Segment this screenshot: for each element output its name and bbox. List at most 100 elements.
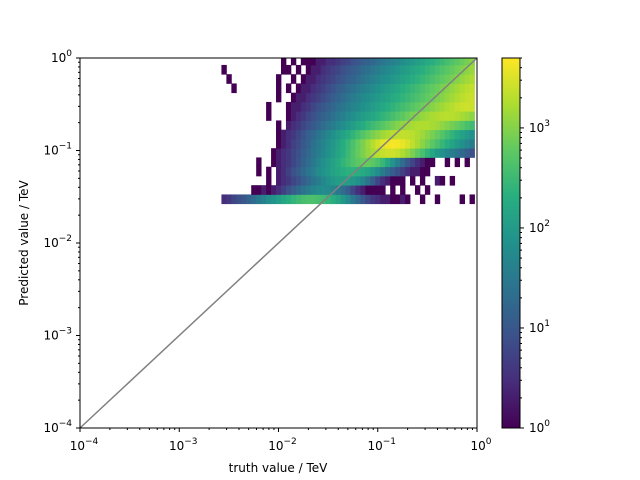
heatmap-cell — [360, 194, 366, 205]
heatmap-cell — [300, 175, 307, 186]
heatmap-cell — [295, 92, 302, 103]
heatmap-cell — [459, 83, 465, 94]
heatmap-cell — [410, 101, 416, 112]
heatmap-cell — [325, 148, 331, 158]
heatmap-cell — [449, 83, 456, 94]
heatmap-cell — [300, 101, 307, 112]
heatmap-cell — [405, 58, 411, 66]
heatmap-cell — [390, 58, 396, 66]
heatmap-cell — [385, 157, 391, 168]
heatmap-cell — [330, 101, 336, 112]
heatmap-cell — [444, 129, 451, 140]
heatmap-cell — [429, 111, 436, 121]
heatmap-cell — [454, 120, 461, 131]
heatmap-cell — [285, 166, 292, 177]
heatmap-cell — [320, 175, 327, 186]
heatmap-cell — [429, 58, 436, 66]
heatmap-cell — [256, 166, 262, 177]
heatmap-cell — [315, 185, 322, 195]
heatmap-cell — [395, 157, 401, 168]
heatmap-cell — [345, 92, 351, 103]
heatmap-cell — [295, 64, 302, 75]
heatmap-cell — [340, 175, 346, 186]
heatmap-cell — [395, 111, 401, 121]
heatmap-cell — [276, 157, 282, 168]
heatmap-cell — [434, 64, 441, 75]
heatmap-cell — [449, 101, 456, 112]
heatmap-cell — [315, 64, 322, 75]
heatmap-cell — [280, 175, 287, 186]
heatmap-cell — [400, 58, 406, 66]
heatmap-cell — [410, 74, 416, 84]
heatmap-cell — [400, 138, 406, 149]
heatmap-cell — [400, 148, 406, 158]
heatmap-cell — [290, 185, 297, 195]
heatmap-cell — [464, 111, 470, 121]
heatmap-cell — [400, 92, 406, 103]
heatmap-cell — [305, 64, 312, 75]
heatmap-cell — [271, 157, 277, 168]
heatmap-cell — [305, 58, 312, 66]
heatmap-cell — [261, 185, 267, 195]
heatmap-cell — [469, 194, 475, 205]
heatmap-cell — [370, 129, 376, 140]
heatmap-cell — [285, 194, 292, 205]
heatmap-cell — [390, 157, 396, 168]
heatmap-cell — [360, 166, 366, 177]
heatmap-cell — [360, 129, 366, 140]
heatmap-cell — [305, 138, 312, 149]
heatmap-cell — [335, 157, 341, 168]
heatmap-cell — [280, 138, 287, 149]
heatmap-cell — [315, 74, 322, 84]
heatmap-cell — [414, 64, 421, 75]
heatmap-cell — [340, 138, 346, 149]
heatmap-cell — [405, 148, 411, 158]
heatmap-cell — [410, 138, 416, 149]
heatmap-cell — [385, 175, 391, 186]
heatmap-cell — [226, 194, 232, 205]
heatmap-cell — [385, 101, 391, 112]
heatmap-cell — [405, 111, 411, 121]
heatmap-cell — [276, 74, 282, 84]
heatmap-cell — [424, 101, 431, 112]
heatmap-cell — [439, 120, 446, 131]
heatmap-cell — [454, 157, 461, 168]
heatmap-cell — [320, 129, 327, 140]
heatmap-cell — [350, 120, 356, 131]
heatmap-cell — [434, 92, 441, 103]
heatmap-cell — [449, 129, 456, 140]
heatmap-cell — [469, 138, 475, 149]
y-axis-ticks: 10−4 10−3 10−2 10−1 100 — [43, 49, 80, 435]
heatmap-cell — [469, 74, 475, 84]
heatmap-cell — [365, 101, 371, 112]
heatmap-cell — [315, 120, 322, 131]
heatmap-cell — [464, 64, 470, 75]
heatmap-cell — [424, 58, 431, 66]
heatmap-cell — [424, 64, 431, 75]
heatmap-cell — [330, 138, 336, 149]
heatmap-cell — [459, 111, 465, 121]
heatmap-cell — [320, 166, 327, 177]
heatmap-cell — [355, 83, 361, 94]
heatmap-cell — [360, 175, 366, 186]
heatmap-cell — [355, 175, 361, 186]
heatmap-cell — [429, 74, 436, 84]
heatmap-cell — [340, 129, 346, 140]
heatmap-cell — [414, 185, 421, 195]
heatmap-cell — [315, 101, 322, 112]
colorbar-tick-label: 102 — [529, 219, 550, 235]
heatmap-cell — [315, 58, 322, 66]
x-tick-label: 10−2 — [268, 437, 297, 453]
heatmap-cell — [439, 111, 446, 121]
heatmap-cell — [419, 83, 426, 94]
heatmap-cell — [410, 129, 416, 140]
heatmap-cell — [295, 157, 302, 168]
heatmap-cell — [370, 120, 376, 131]
heatmap-cell — [325, 111, 331, 121]
colorbar-ticks: 100 101 102 103 — [520, 57, 550, 435]
heatmap-cell — [305, 194, 312, 205]
heatmap-cell — [410, 58, 416, 66]
heatmap-cell — [340, 148, 346, 158]
heatmap-cell — [300, 58, 307, 66]
heatmap-cell — [405, 166, 411, 177]
